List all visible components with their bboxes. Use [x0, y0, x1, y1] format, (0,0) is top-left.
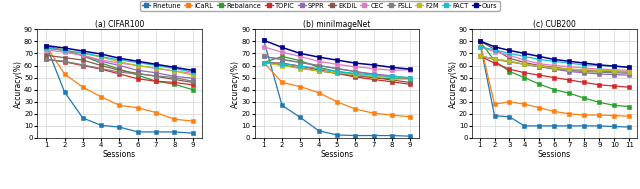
Y-axis label: Accuracy(%): Accuracy(%) — [231, 60, 240, 108]
Title: (b) miniImageNet: (b) miniImageNet — [303, 19, 371, 29]
X-axis label: Sessions: Sessions — [103, 149, 136, 159]
Title: (c) CUB200: (c) CUB200 — [533, 19, 576, 29]
Legend: Finetune, iCaRL, Rebalance, TOPIC, SPPR, EKDIL, CEC, FSLL, F2M, FACT, Ours: Finetune, iCaRL, Rebalance, TOPIC, SPPR,… — [140, 1, 500, 11]
Title: (a) CIFAR100: (a) CIFAR100 — [95, 19, 144, 29]
Y-axis label: Accuracy(%): Accuracy(%) — [13, 60, 22, 108]
X-axis label: Sessions: Sessions — [321, 149, 353, 159]
X-axis label: Sessions: Sessions — [538, 149, 571, 159]
Y-axis label: Accuracy(%): Accuracy(%) — [449, 60, 458, 108]
